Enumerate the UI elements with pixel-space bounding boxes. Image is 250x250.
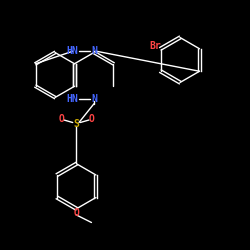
- Text: Br: Br: [150, 41, 162, 51]
- Text: O: O: [58, 114, 64, 124]
- Text: HN: HN: [67, 94, 78, 104]
- Text: O: O: [88, 114, 94, 124]
- Text: HN: HN: [67, 46, 78, 56]
- Text: N: N: [91, 46, 97, 56]
- Text: S: S: [74, 119, 80, 129]
- Text: O: O: [74, 208, 80, 218]
- Text: N: N: [91, 94, 97, 104]
